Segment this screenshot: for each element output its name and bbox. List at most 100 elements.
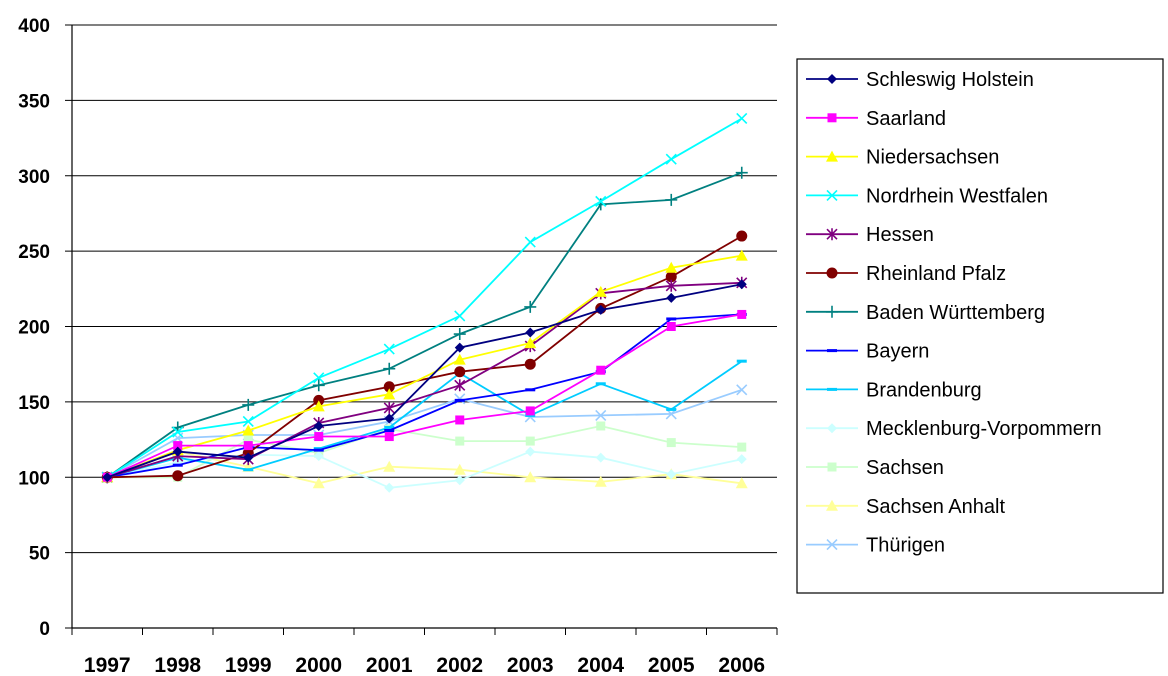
data-point: [736, 359, 747, 363]
data-point: [102, 472, 113, 483]
data-point: [383, 381, 395, 393]
series-line: [106, 117, 743, 479]
data-point: [384, 424, 394, 434]
data-point: [242, 398, 255, 411]
legend-marker: [826, 539, 838, 551]
data-point: [383, 388, 396, 400]
data-point: [312, 379, 325, 392]
data-point: [735, 249, 748, 261]
legend-marker: [826, 305, 838, 318]
legend-label: Rheinland Pfalz: [866, 263, 1006, 285]
data-point: [666, 322, 676, 331]
data-point: [243, 441, 253, 451]
data-point: [665, 193, 678, 206]
series-line: [106, 283, 742, 479]
legend-label: Sachsen Anhalt: [866, 496, 1005, 518]
data-point: [666, 317, 677, 321]
data-point: [243, 468, 254, 472]
data-point: [454, 379, 466, 392]
data-point: [735, 166, 748, 179]
legend-item: Hessen: [806, 224, 934, 246]
data-point: [665, 279, 677, 292]
series-1: [102, 279, 747, 483]
data-point: [384, 413, 395, 424]
data-point: [666, 438, 676, 448]
legend-label: Sachsen: [866, 457, 944, 479]
y-tick-label: 150: [18, 393, 50, 414]
series-group: [101, 112, 748, 493]
data-point: [595, 452, 606, 463]
legend-item: Schleswig Holstein: [806, 69, 1034, 91]
data-point: [596, 421, 606, 431]
legend-label: Baden Württemberg: [866, 302, 1045, 324]
data-point: [454, 475, 465, 486]
legend-item: Brandenburg: [806, 379, 982, 401]
data-point: [454, 366, 466, 378]
data-point: [595, 382, 606, 386]
y-tick-label: 300: [18, 167, 50, 188]
legend-item: Rheinland Pfalz: [806, 263, 1006, 285]
y-tick-label: 50: [29, 544, 50, 565]
gridlines: [72, 24, 777, 554]
legend-label: Saarland: [866, 108, 946, 130]
data-point: [524, 300, 537, 313]
y-tick-label: 0: [39, 619, 50, 640]
data-point: [454, 310, 466, 322]
x-tick-label: 2003: [507, 654, 554, 676]
legend-marker: [827, 349, 837, 353]
legend-label: Bayern: [866, 341, 929, 363]
data-point: [525, 406, 535, 416]
series-line: [106, 171, 743, 479]
data-point: [383, 401, 395, 414]
data-point: [737, 442, 747, 452]
data-point: [243, 435, 253, 445]
data-point: [313, 447, 324, 451]
data-point: [314, 432, 324, 442]
data-point: [453, 353, 466, 365]
series-line: [106, 313, 742, 479]
series-3: [101, 249, 748, 483]
data-point: [173, 441, 183, 451]
data-point: [383, 460, 396, 472]
series-line: [106, 254, 742, 479]
series-4: [101, 112, 748, 483]
legend-marker: [826, 499, 838, 511]
data-point: [242, 424, 255, 436]
data-point: [453, 328, 466, 341]
y-tick-label: 350: [18, 91, 50, 112]
data-point: [666, 469, 677, 480]
legend-label: Schleswig Holstein: [866, 69, 1034, 91]
data-point: [525, 413, 536, 417]
data-point: [525, 436, 535, 446]
legend-item: Thürigen: [806, 535, 945, 557]
data-point: [172, 470, 184, 482]
data-point: [594, 475, 607, 487]
legend-box: [796, 58, 1164, 594]
x-tick-label: 2005: [648, 654, 695, 676]
legend-label: Brandenburg: [866, 379, 982, 401]
legend-item: Saarland: [806, 108, 946, 130]
data-point: [665, 271, 677, 283]
data-point: [384, 426, 395, 430]
legend-item: Baden Württemberg: [806, 302, 1045, 324]
data-point: [524, 337, 537, 349]
data-point: [736, 112, 748, 125]
legend-marker: [826, 189, 838, 201]
legend-item: Mecklenburg-Vorpommern: [806, 418, 1102, 440]
data-point: [172, 463, 183, 467]
x-tick-label: 2002: [436, 654, 483, 676]
data-point: [313, 451, 324, 462]
data-point: [595, 409, 607, 422]
data-point: [596, 365, 606, 375]
legend-label: Niedersachsen: [866, 147, 999, 169]
y-tick-label: 400: [18, 16, 50, 37]
data-point: [594, 285, 607, 297]
x-tick-label: 2000: [295, 654, 342, 676]
data-point: [242, 415, 254, 428]
legend-marker: [827, 387, 837, 391]
legend-item: Sachsen Anhalt: [806, 496, 1005, 518]
legend-item: Sachsen: [806, 457, 944, 479]
x-tick-label: 1999: [225, 654, 272, 676]
data-point: [383, 362, 396, 375]
data-point: [524, 236, 536, 248]
